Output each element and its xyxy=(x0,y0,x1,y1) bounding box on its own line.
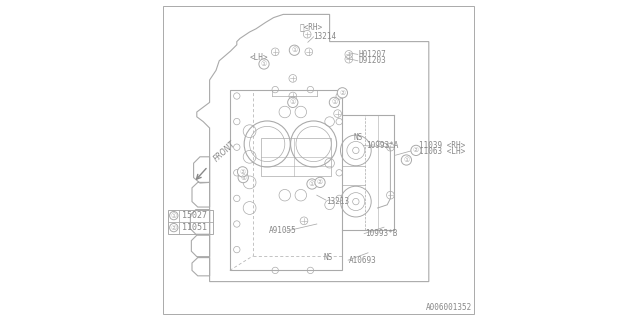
Circle shape xyxy=(170,212,178,220)
Text: ②: ② xyxy=(317,180,323,185)
Text: 13213: 13213 xyxy=(326,197,349,206)
Text: FRONT: FRONT xyxy=(212,139,237,163)
Text: 10993*B: 10993*B xyxy=(365,229,397,238)
Text: ②: ② xyxy=(171,225,177,231)
Text: A10693: A10693 xyxy=(349,256,376,265)
Circle shape xyxy=(411,145,421,156)
Text: ①: ① xyxy=(332,100,337,105)
Text: ①: ① xyxy=(291,47,298,53)
Text: A91055: A91055 xyxy=(269,226,296,235)
Text: 10993*A: 10993*A xyxy=(366,141,399,150)
Circle shape xyxy=(237,167,248,177)
Circle shape xyxy=(238,172,248,183)
Circle shape xyxy=(337,88,348,98)
Text: ①: ① xyxy=(240,175,246,180)
Text: 15027: 15027 xyxy=(182,211,207,220)
Circle shape xyxy=(307,179,317,189)
Circle shape xyxy=(170,223,178,232)
Bar xyxy=(230,90,342,270)
Circle shape xyxy=(315,177,325,188)
Bar xyxy=(261,138,332,176)
Text: 11063 <LH>: 11063 <LH> xyxy=(419,148,465,156)
Text: NS: NS xyxy=(354,133,363,142)
Text: ②: ② xyxy=(413,148,419,153)
Text: NS: NS xyxy=(323,253,332,262)
Text: 11039 <RH>: 11039 <RH> xyxy=(419,141,465,150)
Text: ②: ② xyxy=(339,90,346,96)
Text: ①: ① xyxy=(309,181,315,187)
Text: ①: ① xyxy=(290,100,296,105)
Text: ①: ① xyxy=(171,212,177,219)
Text: D91203: D91203 xyxy=(358,56,386,65)
Text: 13214: 13214 xyxy=(314,32,337,41)
Circle shape xyxy=(329,97,339,108)
Circle shape xyxy=(401,155,412,165)
Circle shape xyxy=(289,45,300,55)
Circle shape xyxy=(259,59,269,69)
Text: A006001352: A006001352 xyxy=(426,303,472,312)
Text: ①: ① xyxy=(403,157,410,163)
Bar xyxy=(168,210,212,234)
Text: 11051: 11051 xyxy=(182,223,207,232)
Circle shape xyxy=(287,97,298,108)
Text: H01207: H01207 xyxy=(358,50,386,59)
Text: ②: ② xyxy=(239,169,246,175)
Text: ①<RH>: ①<RH> xyxy=(300,23,323,32)
Text: ①: ① xyxy=(261,61,267,67)
Text: <LH>: <LH> xyxy=(250,53,268,62)
